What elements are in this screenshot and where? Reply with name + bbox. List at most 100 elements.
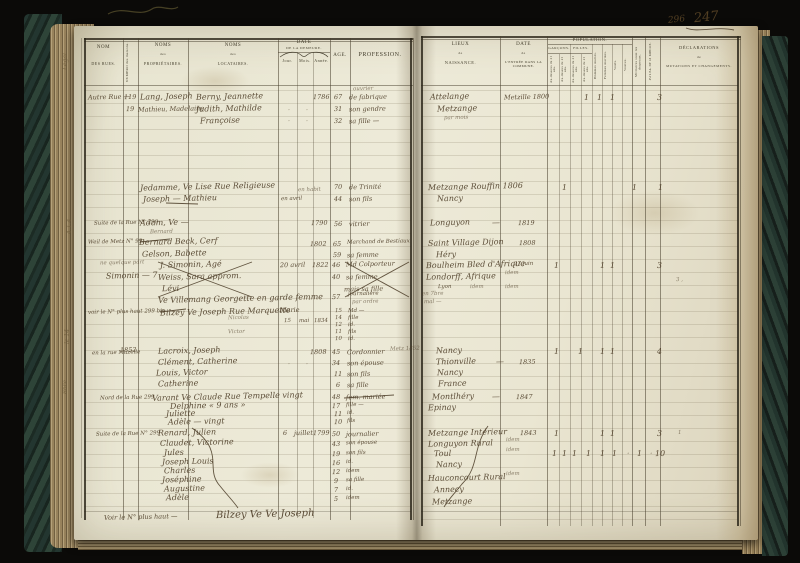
grid-hline xyxy=(84,85,413,86)
book-cover-right xyxy=(762,36,788,556)
header-proprietaires: PROPRIÉTAIRES. xyxy=(143,61,183,66)
hw-entry: 59 xyxy=(332,250,342,260)
hw-entry: Lévi xyxy=(161,283,180,294)
grid-vline xyxy=(410,38,412,520)
grid-hline xyxy=(421,511,738,512)
grid-vline xyxy=(740,36,741,526)
hw-entry: ouvrier xyxy=(352,85,374,93)
tally-mark: 3 xyxy=(656,428,663,439)
hw-entry: fils xyxy=(347,328,357,336)
grid-vline xyxy=(413,38,414,520)
hw-entry: 34 xyxy=(331,358,341,368)
hw-entry: Bernard xyxy=(149,228,173,236)
tally-mark: 1 xyxy=(609,260,616,271)
ditto-mark: · xyxy=(305,105,309,115)
hw-entry: Attelange xyxy=(429,91,470,102)
hw-entry: 32 xyxy=(333,116,343,126)
header-date-entree: DATE xyxy=(516,42,531,47)
hw-entry: 17 xyxy=(331,401,341,411)
header-mois: Mois. xyxy=(299,58,311,63)
grid-hline xyxy=(84,38,413,40)
header-numero-maisons: NUMÉRO des maisons. xyxy=(126,42,129,82)
grid-vline xyxy=(278,38,279,520)
hw-entry: en avril xyxy=(280,195,303,203)
tally-mark: 1 xyxy=(551,448,558,459)
hw-entry: idem xyxy=(504,269,519,277)
hw-entry: ne quelque part xyxy=(99,259,145,267)
grid-vline xyxy=(592,44,593,526)
hw-entry: mai xyxy=(298,317,310,325)
grid-vline xyxy=(581,54,582,526)
header-annee: Année. xyxy=(314,58,329,63)
hw-entry: fille xyxy=(347,314,359,322)
grid-vline xyxy=(559,54,560,526)
hw-entry: 6 xyxy=(335,380,341,390)
hw-entry: Metz 1852 xyxy=(389,345,420,353)
hw-entry: 14 xyxy=(334,314,343,322)
tally-mark: 1 xyxy=(609,428,616,439)
header-hommes-maries: Hommes mariés. xyxy=(594,51,597,79)
foxing-spot xyxy=(240,462,300,488)
grid-vline xyxy=(123,38,124,520)
grid-vline xyxy=(297,52,298,518)
grid-vline xyxy=(660,36,661,526)
hw-entry: 44 xyxy=(333,194,343,204)
hw-entry: idem xyxy=(345,467,360,475)
header-femmes-mariees: Femmes mariées. xyxy=(604,50,607,80)
tally-mark: 1 xyxy=(596,92,603,103)
hw-entry: par mois xyxy=(443,114,469,122)
tally-mark: 1 xyxy=(561,182,568,193)
foxing-spot xyxy=(610,190,700,236)
header-de-la-demeure: DE LA DEMEURE. xyxy=(286,46,322,50)
header-naissance: NAISSANCE. xyxy=(444,60,477,65)
folio-number: 296 xyxy=(667,14,686,26)
hw-entry: son épouse xyxy=(345,439,378,447)
tally-mark: 1 xyxy=(599,428,606,439)
hw-entry: Thionville xyxy=(435,356,477,367)
hw-entry: Longuyon Rural xyxy=(427,438,494,449)
header-garcons-dessous: Au-dessous de 21 ans. xyxy=(550,55,557,83)
hw-entry: 7 xyxy=(333,485,339,495)
hw-entry: 11 xyxy=(334,328,343,336)
margin-note: Légal xyxy=(62,53,69,70)
hw-entry: Annecy xyxy=(433,484,464,495)
hw-entry: Nancy xyxy=(436,367,464,378)
grid-vline xyxy=(737,36,739,526)
hw-entry: 1790 xyxy=(310,218,328,228)
hw-entry: 48 xyxy=(331,392,341,402)
hw-entry: idem xyxy=(469,283,484,291)
hw-entry: Md Colporteur xyxy=(345,259,395,269)
hw-entry: 9 xyxy=(333,476,339,486)
hw-entry: Louis, Victor xyxy=(155,367,208,378)
hw-entry: 12 xyxy=(331,467,341,477)
hw-entry: 1843 xyxy=(519,428,537,438)
margin-note: 8bre xyxy=(62,379,69,394)
hw-entry: Marie xyxy=(279,305,300,315)
hw-entry: 20 avril xyxy=(279,260,306,270)
hw-entry: 1822 xyxy=(311,260,329,270)
tally-mark: 1 xyxy=(636,448,643,459)
hw-entry: Nancy xyxy=(435,459,463,470)
hw-entry: idem xyxy=(505,436,520,444)
foxing-spot xyxy=(180,66,250,96)
hw-entry: Héry xyxy=(435,249,457,260)
hw-entry: Berny, Jeannette xyxy=(195,91,264,102)
hw-entry: Claudet, Victorine xyxy=(159,437,234,448)
header-nom: NOM xyxy=(96,45,111,50)
hw-entry: 1802 xyxy=(309,239,327,249)
grid-hline xyxy=(84,511,411,512)
hw-entry: Catherine xyxy=(157,378,199,389)
hw-entry: id. xyxy=(345,485,354,493)
hw-entry: son fils xyxy=(345,449,366,457)
hw-entry: 40 xyxy=(331,272,341,282)
header-filles: FILLES. xyxy=(573,46,589,50)
ditto-mark: · xyxy=(287,359,291,369)
hw-entry: 31 xyxy=(333,104,343,114)
tally-mark: 10 xyxy=(654,448,666,459)
hw-entry: Adam, Ve — xyxy=(139,217,189,228)
grid-hline xyxy=(278,52,330,53)
hw-entry: id. xyxy=(347,335,356,343)
grid-vline xyxy=(570,44,571,526)
header-militaires: Militaires sous les drapeaux. xyxy=(635,46,642,78)
